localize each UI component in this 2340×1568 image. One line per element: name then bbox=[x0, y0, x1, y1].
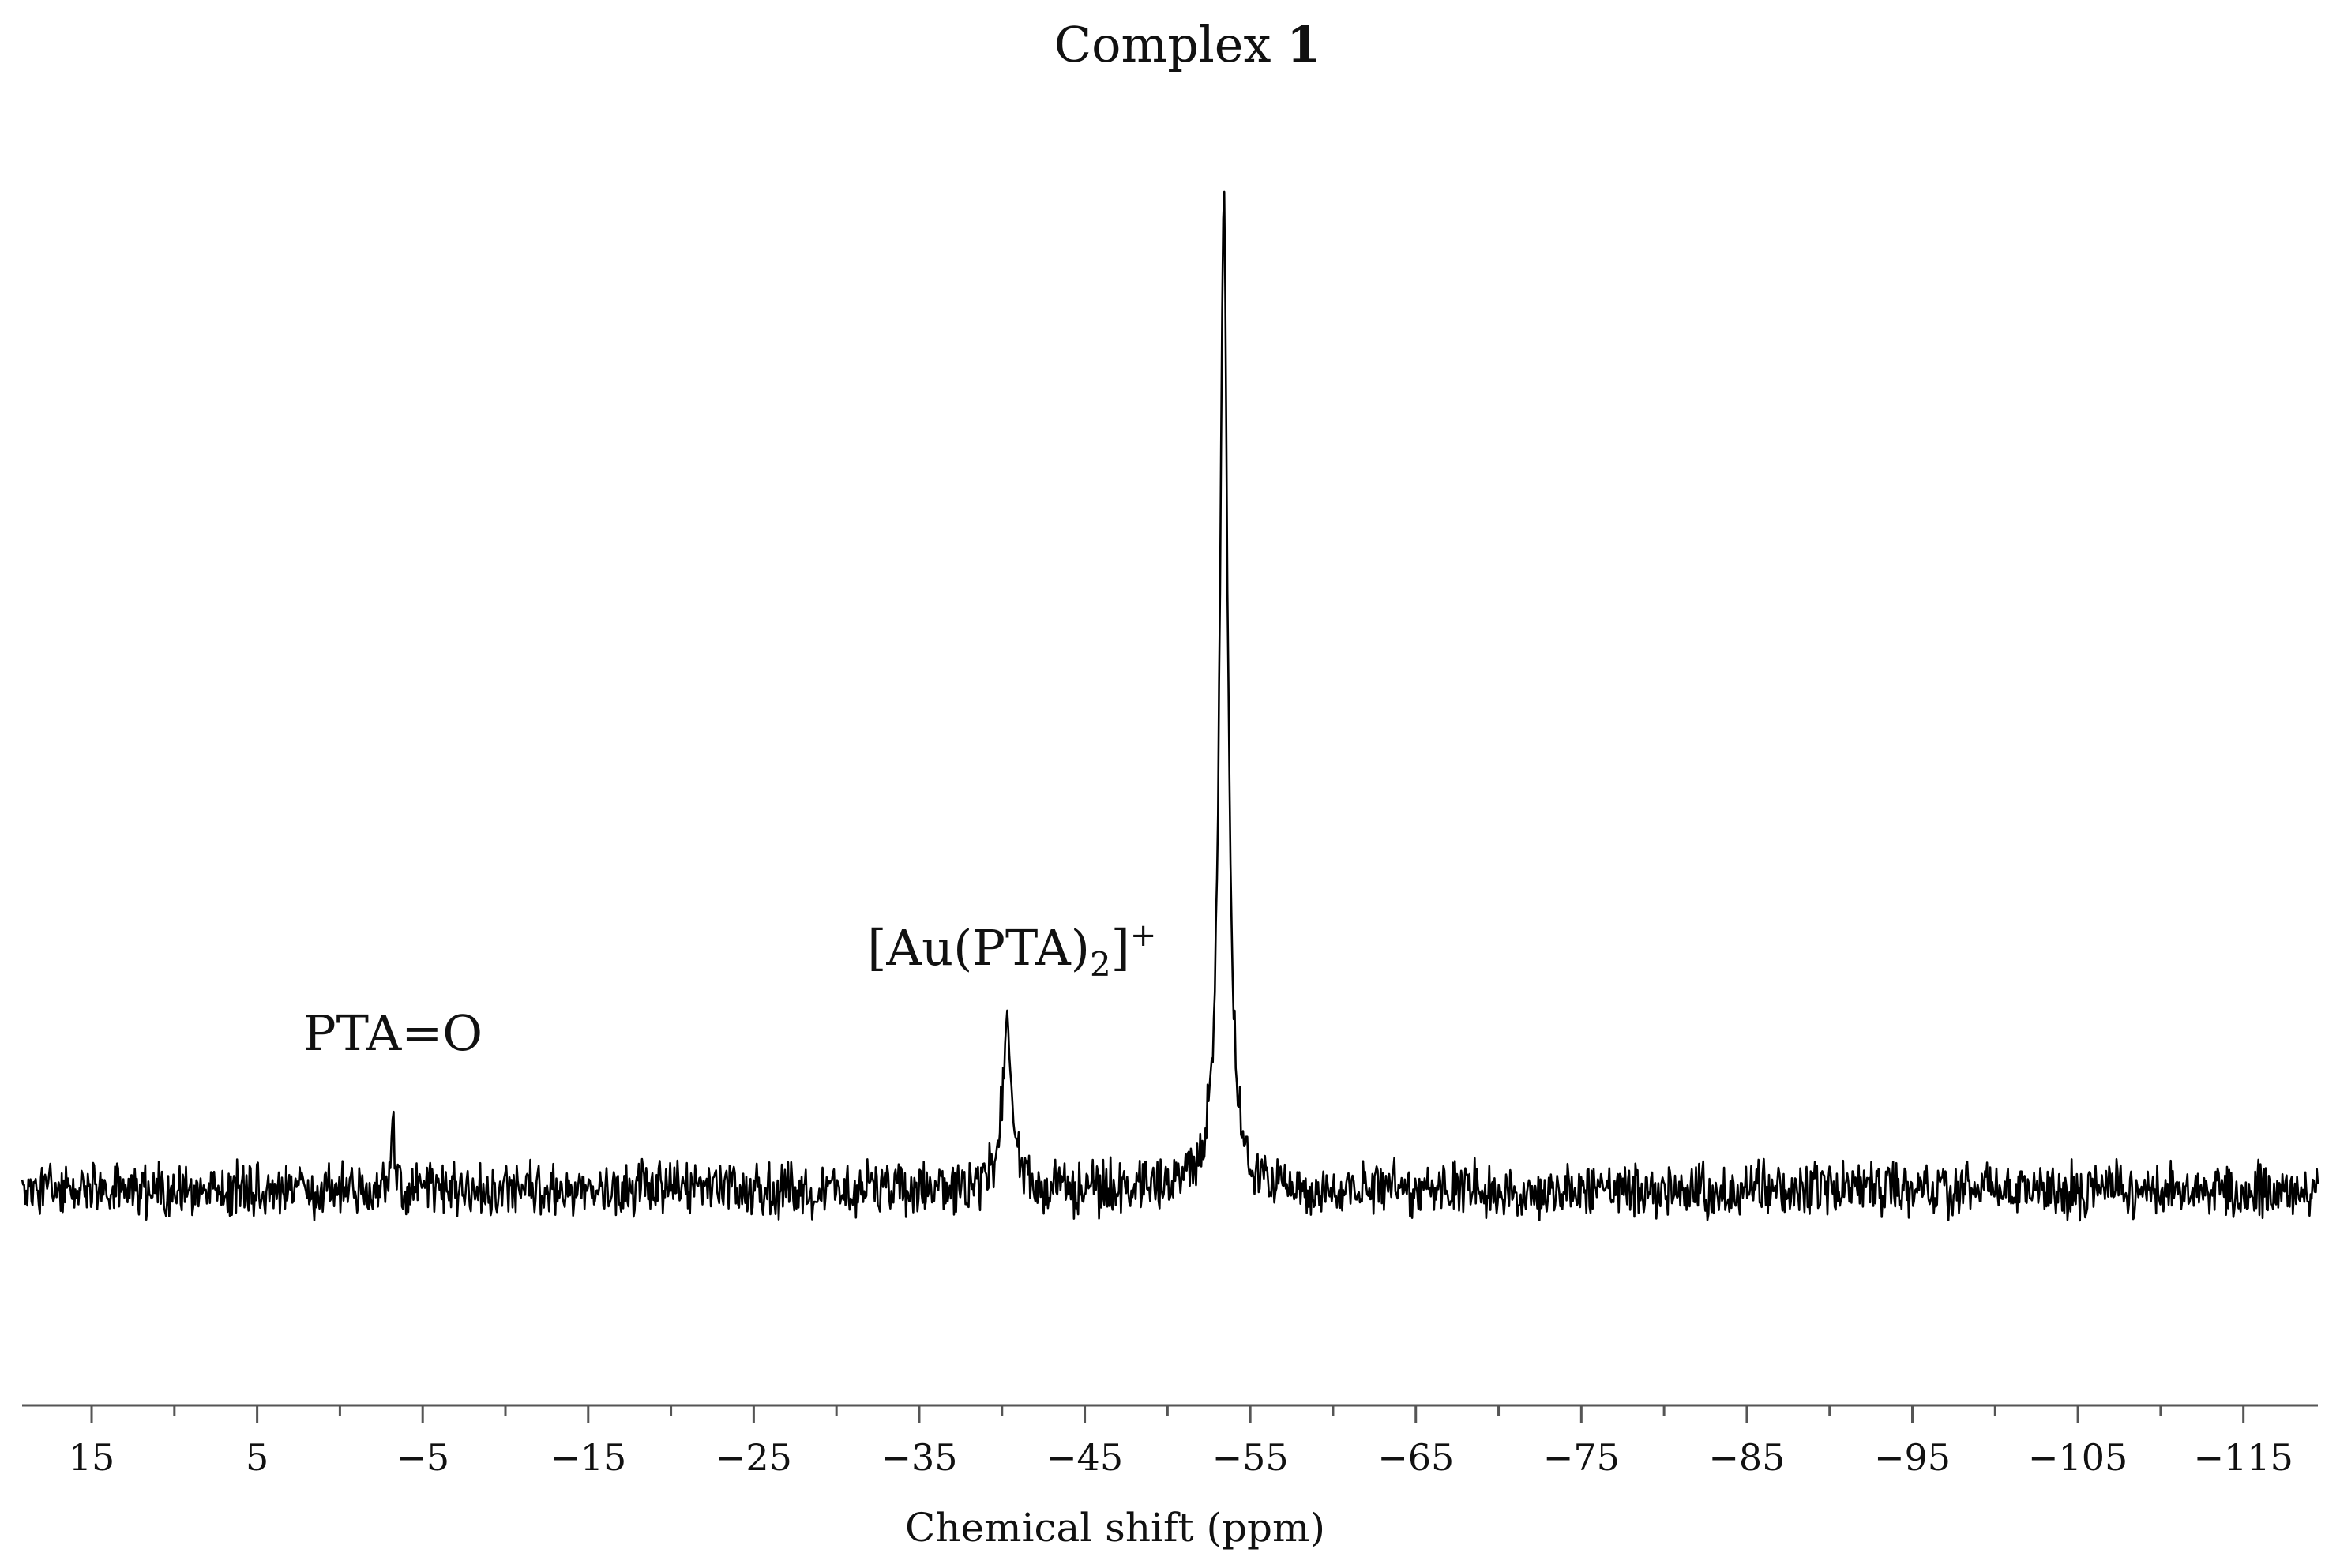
peak-label-complex-number: 1 bbox=[1286, 16, 1320, 73]
x-tick-label: −65 bbox=[1377, 1436, 1454, 1479]
x-axis-label: Chemical shift (ppm) bbox=[905, 1505, 1325, 1551]
x-axis: 15 5 −5 −15 −25 −35 −45 −55 −65 −75 −85 −95 −105 −115 bbox=[22, 1404, 2318, 1479]
x-tick-label: −55 bbox=[1212, 1436, 1289, 1479]
x-tick-label: −105 bbox=[2028, 1436, 2128, 1479]
peak-label-au-sub: 2 bbox=[1090, 945, 1111, 984]
x-tick-label: −75 bbox=[1543, 1436, 1620, 1479]
x-tick-label: −95 bbox=[1874, 1436, 1951, 1479]
x-tick-label: −85 bbox=[1708, 1436, 1785, 1479]
x-tick-label: −115 bbox=[2194, 1436, 2293, 1479]
peak-label-complex-main: Complex bbox=[1054, 16, 1286, 73]
peak-label-au-end: ] bbox=[1111, 919, 1130, 977]
peak-label-complex-1: Complex 1 bbox=[1054, 16, 1321, 73]
x-tick-label: −25 bbox=[716, 1436, 792, 1479]
peak-label-au-main: [Au(PTA) bbox=[867, 919, 1090, 977]
x-tick-label: −45 bbox=[1046, 1436, 1123, 1479]
x-tick-label: −5 bbox=[396, 1436, 449, 1479]
x-tick-label: 15 bbox=[69, 1436, 115, 1479]
x-tick-label: 5 bbox=[246, 1436, 269, 1479]
peak-label-au-sup: + bbox=[1130, 917, 1157, 954]
nmr-spectrum-trace bbox=[21, 190, 2319, 1222]
x-tick-label: −15 bbox=[550, 1436, 626, 1479]
peak-label-pta-o: PTA=O bbox=[303, 1004, 483, 1062]
x-tick-label: −35 bbox=[881, 1436, 957, 1479]
peak-label-au-pta2: [Au(PTA)2]+ bbox=[867, 917, 1156, 984]
